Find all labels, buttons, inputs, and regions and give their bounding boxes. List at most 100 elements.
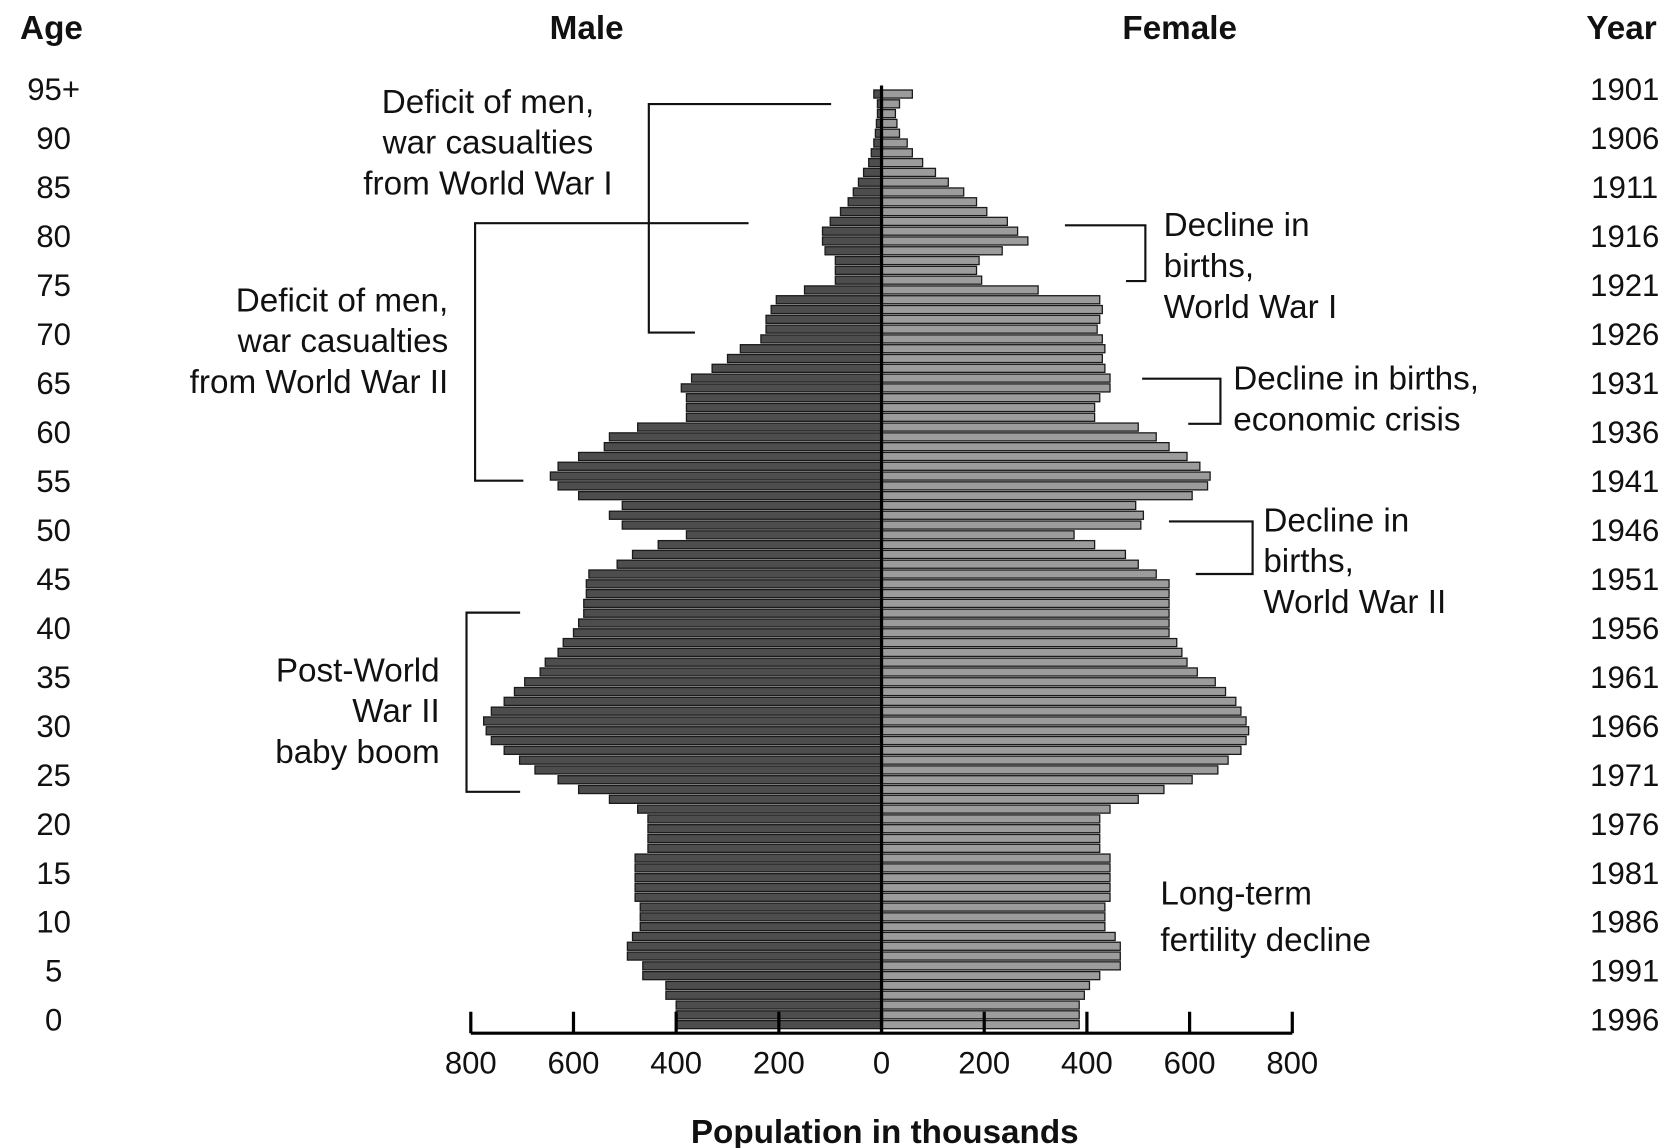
bar	[880, 686, 1227, 697]
bar	[880, 500, 1137, 511]
bar	[880, 432, 1157, 442]
bar	[880, 539, 1096, 550]
bar	[639, 921, 883, 932]
bar	[765, 314, 883, 325]
bar	[524, 677, 883, 687]
bar	[880, 197, 978, 207]
bar	[852, 187, 883, 197]
bar	[880, 588, 1170, 599]
bar	[665, 990, 883, 1000]
age-label: 15	[36, 856, 71, 891]
age-label: 35	[36, 660, 71, 695]
bar	[503, 745, 883, 756]
bar	[880, 1019, 1080, 1030]
age-label: 25	[36, 758, 71, 793]
bar	[880, 804, 1111, 814]
bar	[685, 412, 883, 422]
bar	[880, 187, 965, 197]
male-header: Male	[550, 10, 624, 47]
bracket	[474, 222, 749, 482]
year-label: 1961	[1590, 660, 1659, 695]
bars	[482, 89, 1250, 1030]
bar	[639, 912, 883, 922]
year-label: 1901	[1590, 72, 1659, 107]
bar	[880, 980, 1091, 991]
bar	[549, 471, 883, 481]
bar	[880, 970, 1101, 981]
bar	[803, 285, 883, 295]
annotation-brackets	[465, 102, 1254, 793]
x-tick-label: 800	[445, 1046, 497, 1081]
bar	[880, 363, 1106, 373]
bar	[490, 735, 883, 746]
bar	[880, 647, 1183, 658]
age-label: 5	[45, 954, 62, 989]
bar	[647, 814, 883, 824]
bar	[880, 951, 1121, 961]
bar	[634, 863, 883, 873]
bar	[539, 667, 883, 677]
year-label: 1911	[1591, 170, 1658, 205]
bar	[690, 373, 883, 383]
bar	[880, 167, 937, 178]
annotation: War II	[352, 693, 439, 730]
bar	[603, 441, 883, 452]
bar	[880, 863, 1111, 873]
year-label: 1986	[1590, 905, 1659, 940]
bar	[880, 696, 1237, 707]
bar	[765, 324, 883, 334]
bar	[626, 941, 883, 951]
age-label: 45	[36, 562, 71, 597]
overlay: 0 200 200 400 400 600 600 800 800 Deficit of men,…	[190, 84, 1479, 1081]
bar	[880, 128, 901, 138]
annotation: Decline in births,	[1233, 361, 1479, 398]
bar	[760, 334, 883, 344]
bar	[880, 608, 1170, 618]
bar	[583, 608, 883, 618]
bar	[880, 990, 1085, 1000]
bar	[880, 99, 901, 109]
bar	[608, 510, 883, 520]
bar	[880, 921, 1106, 932]
bar	[665, 980, 883, 991]
bar	[880, 716, 1247, 726]
year-label: 1976	[1590, 807, 1659, 842]
bar	[608, 794, 883, 805]
bar	[880, 461, 1201, 471]
x-tick-label: 800	[1266, 1046, 1318, 1081]
bar	[557, 775, 883, 785]
bar	[482, 716, 883, 726]
age-label: 80	[36, 219, 71, 254]
age-label: 75	[36, 268, 71, 303]
bracket	[1142, 377, 1222, 425]
bar	[621, 500, 883, 511]
bar	[657, 539, 883, 550]
bar	[880, 784, 1165, 795]
year-label: 1966	[1590, 709, 1659, 744]
bar	[585, 579, 883, 589]
age-label: 70	[36, 317, 71, 352]
bar	[880, 677, 1216, 687]
bar	[880, 285, 1039, 295]
x-tick-label: 600	[548, 1046, 600, 1081]
bar	[821, 236, 883, 246]
age-label: 95+	[27, 72, 80, 107]
year-label: 1941	[1590, 464, 1659, 499]
bar	[770, 304, 883, 315]
bar	[634, 892, 883, 902]
year-label: 1981	[1590, 856, 1659, 891]
bar	[637, 804, 883, 814]
bar	[880, 265, 978, 276]
age-label: 40	[36, 611, 71, 646]
annotation: from World War I	[363, 165, 612, 202]
bar	[637, 422, 883, 432]
bracket	[1168, 520, 1254, 576]
bar	[675, 1000, 883, 1010]
bar	[880, 637, 1178, 648]
year-label: 1931	[1590, 366, 1659, 401]
annotation: Post-World	[276, 652, 440, 689]
bar	[880, 559, 1139, 569]
year-label: 1936	[1590, 415, 1659, 450]
age-label: 85	[36, 170, 71, 205]
annotation: war casualties	[382, 125, 594, 162]
